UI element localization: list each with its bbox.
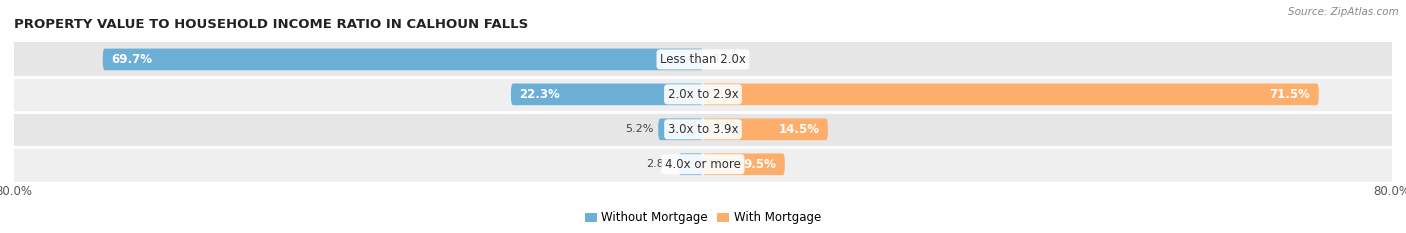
Text: 5.2%: 5.2% [626,124,654,134]
Text: 71.5%: 71.5% [1270,88,1310,101]
Text: 0.0%: 0.0% [711,55,740,64]
Text: Less than 2.0x: Less than 2.0x [659,53,747,66]
FancyBboxPatch shape [658,118,703,140]
Text: 3.0x to 3.9x: 3.0x to 3.9x [668,123,738,136]
FancyBboxPatch shape [510,84,703,105]
Text: 9.5%: 9.5% [744,158,776,171]
Text: PROPERTY VALUE TO HOUSEHOLD INCOME RATIO IN CALHOUN FALLS: PROPERTY VALUE TO HOUSEHOLD INCOME RATIO… [14,18,529,31]
Text: Source: ZipAtlas.com: Source: ZipAtlas.com [1288,7,1399,17]
Legend: Without Mortgage, With Mortgage: Without Mortgage, With Mortgage [581,206,825,229]
Bar [14,112,1392,147]
Bar [14,147,1392,182]
FancyBboxPatch shape [679,154,703,175]
FancyBboxPatch shape [703,154,785,175]
FancyBboxPatch shape [103,49,703,70]
Text: 2.8%: 2.8% [647,159,675,169]
Text: 14.5%: 14.5% [779,123,820,136]
Bar [14,77,1392,112]
FancyBboxPatch shape [703,118,828,140]
FancyBboxPatch shape [703,84,1319,105]
Bar [14,42,1392,77]
Text: 4.0x or more: 4.0x or more [665,158,741,171]
Text: 22.3%: 22.3% [520,88,561,101]
Text: 69.7%: 69.7% [111,53,152,66]
Text: 2.0x to 2.9x: 2.0x to 2.9x [668,88,738,101]
